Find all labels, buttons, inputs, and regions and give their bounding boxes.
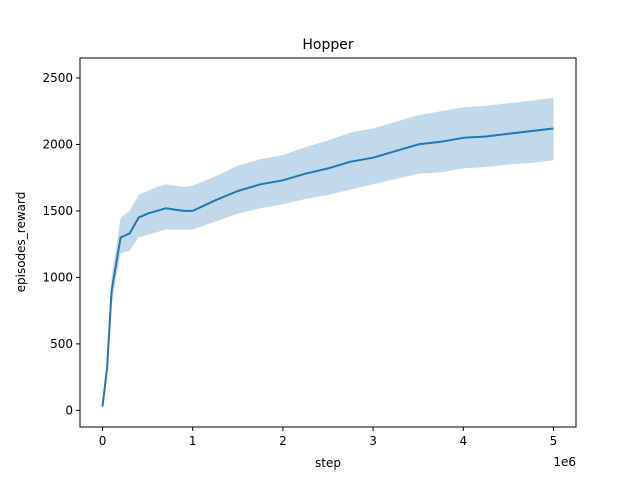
y-tick-label: 2000 xyxy=(42,137,73,151)
y-axis: 0 500 1000 1500 2000 2500 xyxy=(42,71,80,417)
x-axis-label: step xyxy=(315,456,341,470)
x-axis: 0 1 2 3 4 5 xyxy=(99,427,558,448)
plot-area xyxy=(101,97,554,408)
x-axis-offset-label: 1e6 xyxy=(553,455,576,469)
series-0-line xyxy=(101,127,554,407)
x-tick-label: 2 xyxy=(279,434,287,448)
chart-title: Hopper xyxy=(302,37,353,53)
y-tick-label: 1000 xyxy=(42,270,73,284)
x-tick-label: 0 xyxy=(99,434,107,448)
x-tick-label: 3 xyxy=(369,434,377,448)
series-0-confidence-band xyxy=(102,97,554,408)
y-tick-label: 1500 xyxy=(42,204,73,218)
y-tick-label: 500 xyxy=(50,337,73,351)
plot-frame xyxy=(79,57,577,428)
x-tick-label: 5 xyxy=(550,434,558,448)
y-tick-label: 2500 xyxy=(42,71,73,85)
x-tick-label: 4 xyxy=(459,434,467,448)
y-tick-label: 0 xyxy=(65,403,73,417)
y-axis-label: episodes_reward xyxy=(14,192,28,293)
x-tick-label: 1 xyxy=(189,434,197,448)
